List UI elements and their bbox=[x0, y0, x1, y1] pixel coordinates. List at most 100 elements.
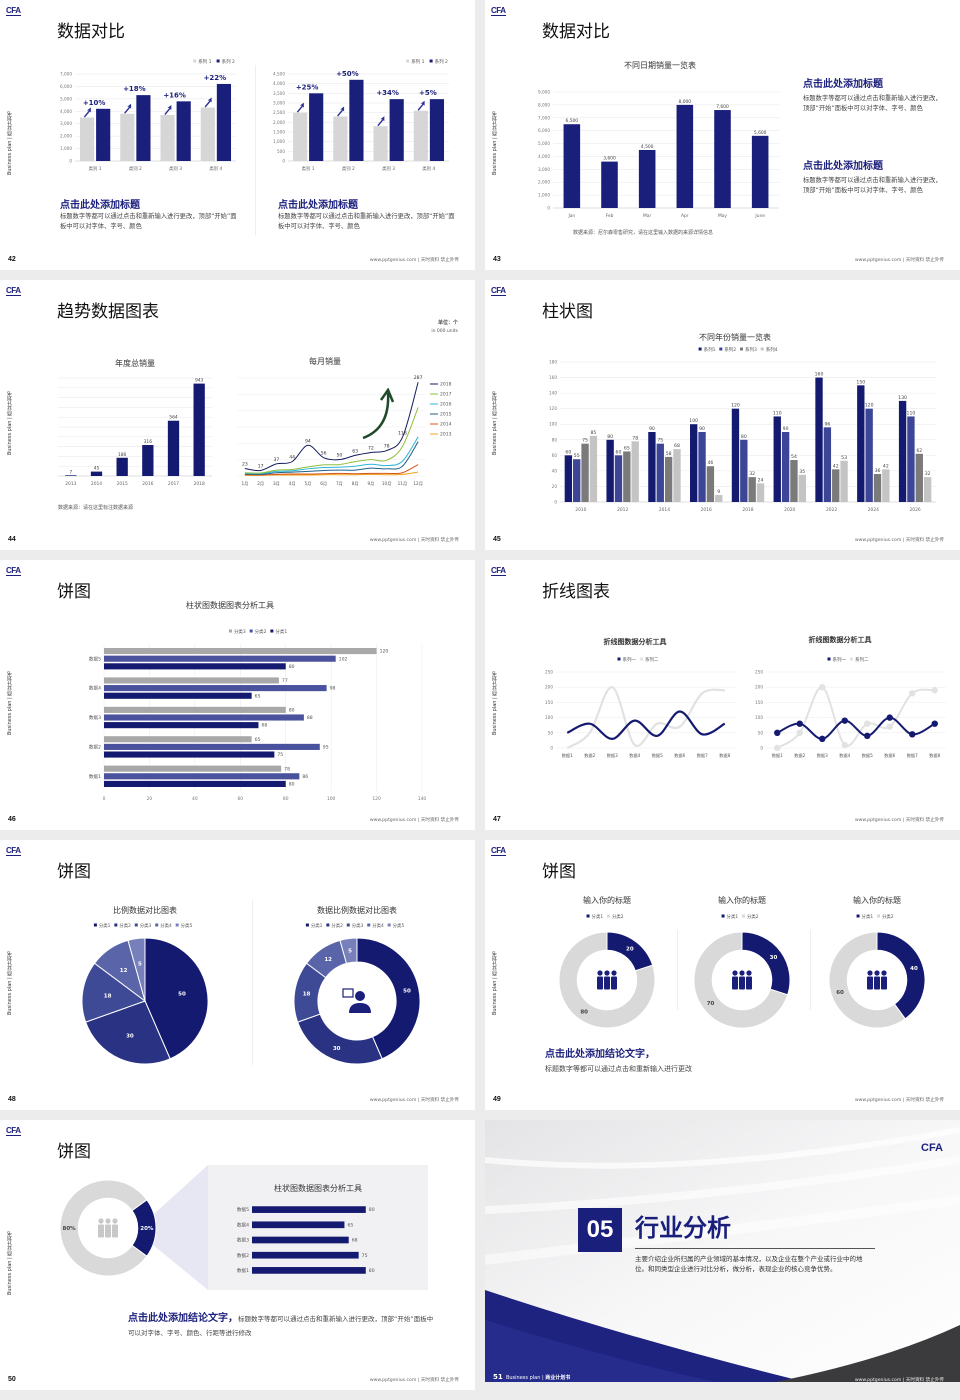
data-label: 63 bbox=[352, 448, 358, 454]
x-tick-label: 6月 bbox=[320, 481, 327, 487]
data-label: 78 bbox=[632, 435, 638, 441]
body bbox=[867, 976, 873, 990]
y-tick-label: 4,000 bbox=[60, 109, 72, 114]
x-tick-label: 数据7 bbox=[907, 752, 918, 759]
legend-swatch bbox=[740, 347, 743, 351]
slide-43[interactable]: CFA 数据对比 Business plan | 商业计划书 不同日期销量一览表… bbox=[485, 0, 960, 270]
data-label: 80 bbox=[289, 707, 295, 713]
arrow-icon bbox=[83, 107, 91, 118]
bar bbox=[104, 736, 252, 743]
slide-45[interactable]: CFA 柱状图 Business plan | 商业计划书 不同年份销量一览表 … bbox=[485, 280, 960, 550]
slide-48[interactable]: CFA 饼图 Business plan | 商业计划书 比例数据对比图表 分类… bbox=[0, 840, 475, 1110]
x-tick-label: 0 bbox=[103, 796, 106, 802]
chart-svg: 系列 1 系列 2 0 1,000 2,000 3,000 4,000 5,000 6,000 7… bbox=[60, 58, 236, 172]
y-tick-label: 数据1 bbox=[237, 1267, 249, 1274]
bar bbox=[79, 117, 95, 161]
y-tick-label: 0 bbox=[550, 746, 553, 751]
y-tick-label: 80 bbox=[552, 437, 558, 442]
legend-label: 分类2 bbox=[255, 628, 267, 635]
data-label: 23 bbox=[242, 461, 248, 467]
slide-46[interactable]: CFA 饼图 Business plan | 商业计划书 柱状图数据图表分析工具… bbox=[0, 560, 475, 830]
bar bbox=[573, 459, 581, 502]
legend-label: 2018 bbox=[440, 382, 452, 388]
side-label: Business plan | 商业计划书 bbox=[7, 390, 13, 455]
divider bbox=[255, 65, 256, 235]
donut-chart: 分类1 分类2 分类3 分类4 分类5 50 30 18 12 5 bbox=[282, 922, 432, 1066]
legend-label: 分类4 bbox=[372, 922, 384, 929]
x-tick-label: 11月 bbox=[398, 481, 408, 487]
legend-label: 系列 1 bbox=[411, 58, 424, 65]
slide-50[interactable]: CFA 饼图 Business plan | 商业计划书 20% 80% 柱状图数… bbox=[0, 1120, 475, 1390]
data-label: 88 bbox=[307, 715, 313, 721]
slide-51-section[interactable]: CFA 05 行业分析 主要介绍企业所归属的产业领域的基本情况，以及企业在整个产… bbox=[485, 1120, 960, 1390]
legend-label: 2016 bbox=[440, 402, 452, 408]
x-tick-label: 数据6 bbox=[884, 752, 895, 759]
x-tick-label: 类别 1 bbox=[302, 165, 315, 172]
chart-svg: 分类1 分类2 分类3 分类4 分类5 50 30 18 12 5 bbox=[81, 922, 209, 1065]
donut-chart-2: 分类1 分类2 30 70 bbox=[692, 913, 792, 1033]
body bbox=[611, 976, 617, 990]
x-tick-label: 类别 3 bbox=[169, 165, 182, 172]
legend-swatch bbox=[114, 923, 118, 927]
data-label: 17 bbox=[258, 463, 264, 469]
chart-svg: 系列1 系列2 系列3 系列40204060801001201401601806055… bbox=[549, 346, 936, 513]
legend-label: 分类2 bbox=[882, 913, 894, 920]
y-tick-label: 数据5 bbox=[89, 655, 101, 662]
data-label: 18 bbox=[104, 993, 112, 999]
legend-label: 分类2 bbox=[612, 913, 624, 920]
legend-swatch bbox=[155, 923, 159, 927]
body bbox=[604, 976, 610, 990]
legend-swatch bbox=[387, 923, 391, 927]
slide-42[interactable]: CFA 数据对比 Business plan | 商业计划书 系列 1 系列 2 0… bbox=[0, 0, 475, 270]
logo: CFA bbox=[6, 286, 21, 296]
x-tick-label: 数据5 bbox=[862, 752, 873, 759]
data-label: 86 bbox=[302, 774, 308, 780]
bar bbox=[142, 445, 154, 476]
x-tick-label: 数据7 bbox=[697, 752, 708, 759]
x-tick-label: 2016 bbox=[142, 481, 153, 487]
x-tick-label: Mar bbox=[643, 213, 651, 219]
bar bbox=[167, 420, 180, 476]
series-line bbox=[566, 710, 726, 740]
data-label: 118 bbox=[398, 430, 407, 436]
x-tick-label: 数据3 bbox=[817, 752, 828, 759]
section-number: 05 bbox=[578, 1208, 622, 1252]
head bbox=[355, 991, 365, 1001]
footer: www.pptgenius.com | 天时资料 禁止外传 bbox=[369, 1378, 459, 1383]
data-point bbox=[931, 687, 938, 694]
x-tick-label: Jan bbox=[567, 213, 575, 219]
x-tick-label: 8月 bbox=[352, 481, 359, 487]
slide-title: 数据对比 bbox=[57, 22, 125, 42]
bar-chart-monthly: 0 1,000 2,000 3,000 4,000 5,000 6,000 7,000 8,00… bbox=[533, 84, 783, 220]
y-tick-label: 9,000 bbox=[538, 90, 550, 95]
bar bbox=[563, 124, 581, 208]
x-tick-label: 2024 bbox=[868, 507, 879, 513]
data-label: 30 bbox=[126, 1034, 134, 1040]
bar bbox=[756, 483, 765, 502]
divider bbox=[677, 930, 678, 1010]
legend-swatch bbox=[249, 629, 253, 633]
data-label: 24 bbox=[758, 477, 764, 483]
data-label: 75 bbox=[582, 438, 588, 444]
bar bbox=[601, 161, 618, 208]
legend-label: 系列1 bbox=[704, 346, 716, 353]
data-label: 44 bbox=[289, 455, 295, 461]
legend-swatch bbox=[850, 657, 853, 661]
data-label: 564 bbox=[169, 415, 178, 421]
data-source: 数据来源：请在这里标注数据来源 bbox=[58, 505, 134, 511]
slide-49[interactable]: CFA 饼图 Business plan | 商业计划书 输入你的标题 分类1 分… bbox=[485, 840, 960, 1110]
bar bbox=[907, 416, 915, 502]
slide-47[interactable]: CFA 折线图表 Business plan | 商业计划书 折线图数据分析工具… bbox=[485, 560, 960, 830]
y-tick-label: 7,000 bbox=[538, 115, 550, 120]
head bbox=[739, 970, 745, 976]
slide-44[interactable]: CFA 趋势数据图表 Business plan | 商业计划书 单位：个 in… bbox=[0, 280, 475, 550]
divider bbox=[252, 900, 253, 1065]
logo: CFA bbox=[6, 846, 21, 856]
chart-title: 输入你的标题 bbox=[718, 896, 766, 905]
bar bbox=[252, 1236, 349, 1244]
chart-title: 柱状图数据图表分析工具 bbox=[186, 601, 274, 610]
data-label: 8,000 bbox=[679, 99, 692, 105]
legend-label: 分类5 bbox=[181, 922, 193, 929]
head bbox=[881, 970, 887, 976]
chart-title: 每月销量 bbox=[309, 357, 341, 366]
